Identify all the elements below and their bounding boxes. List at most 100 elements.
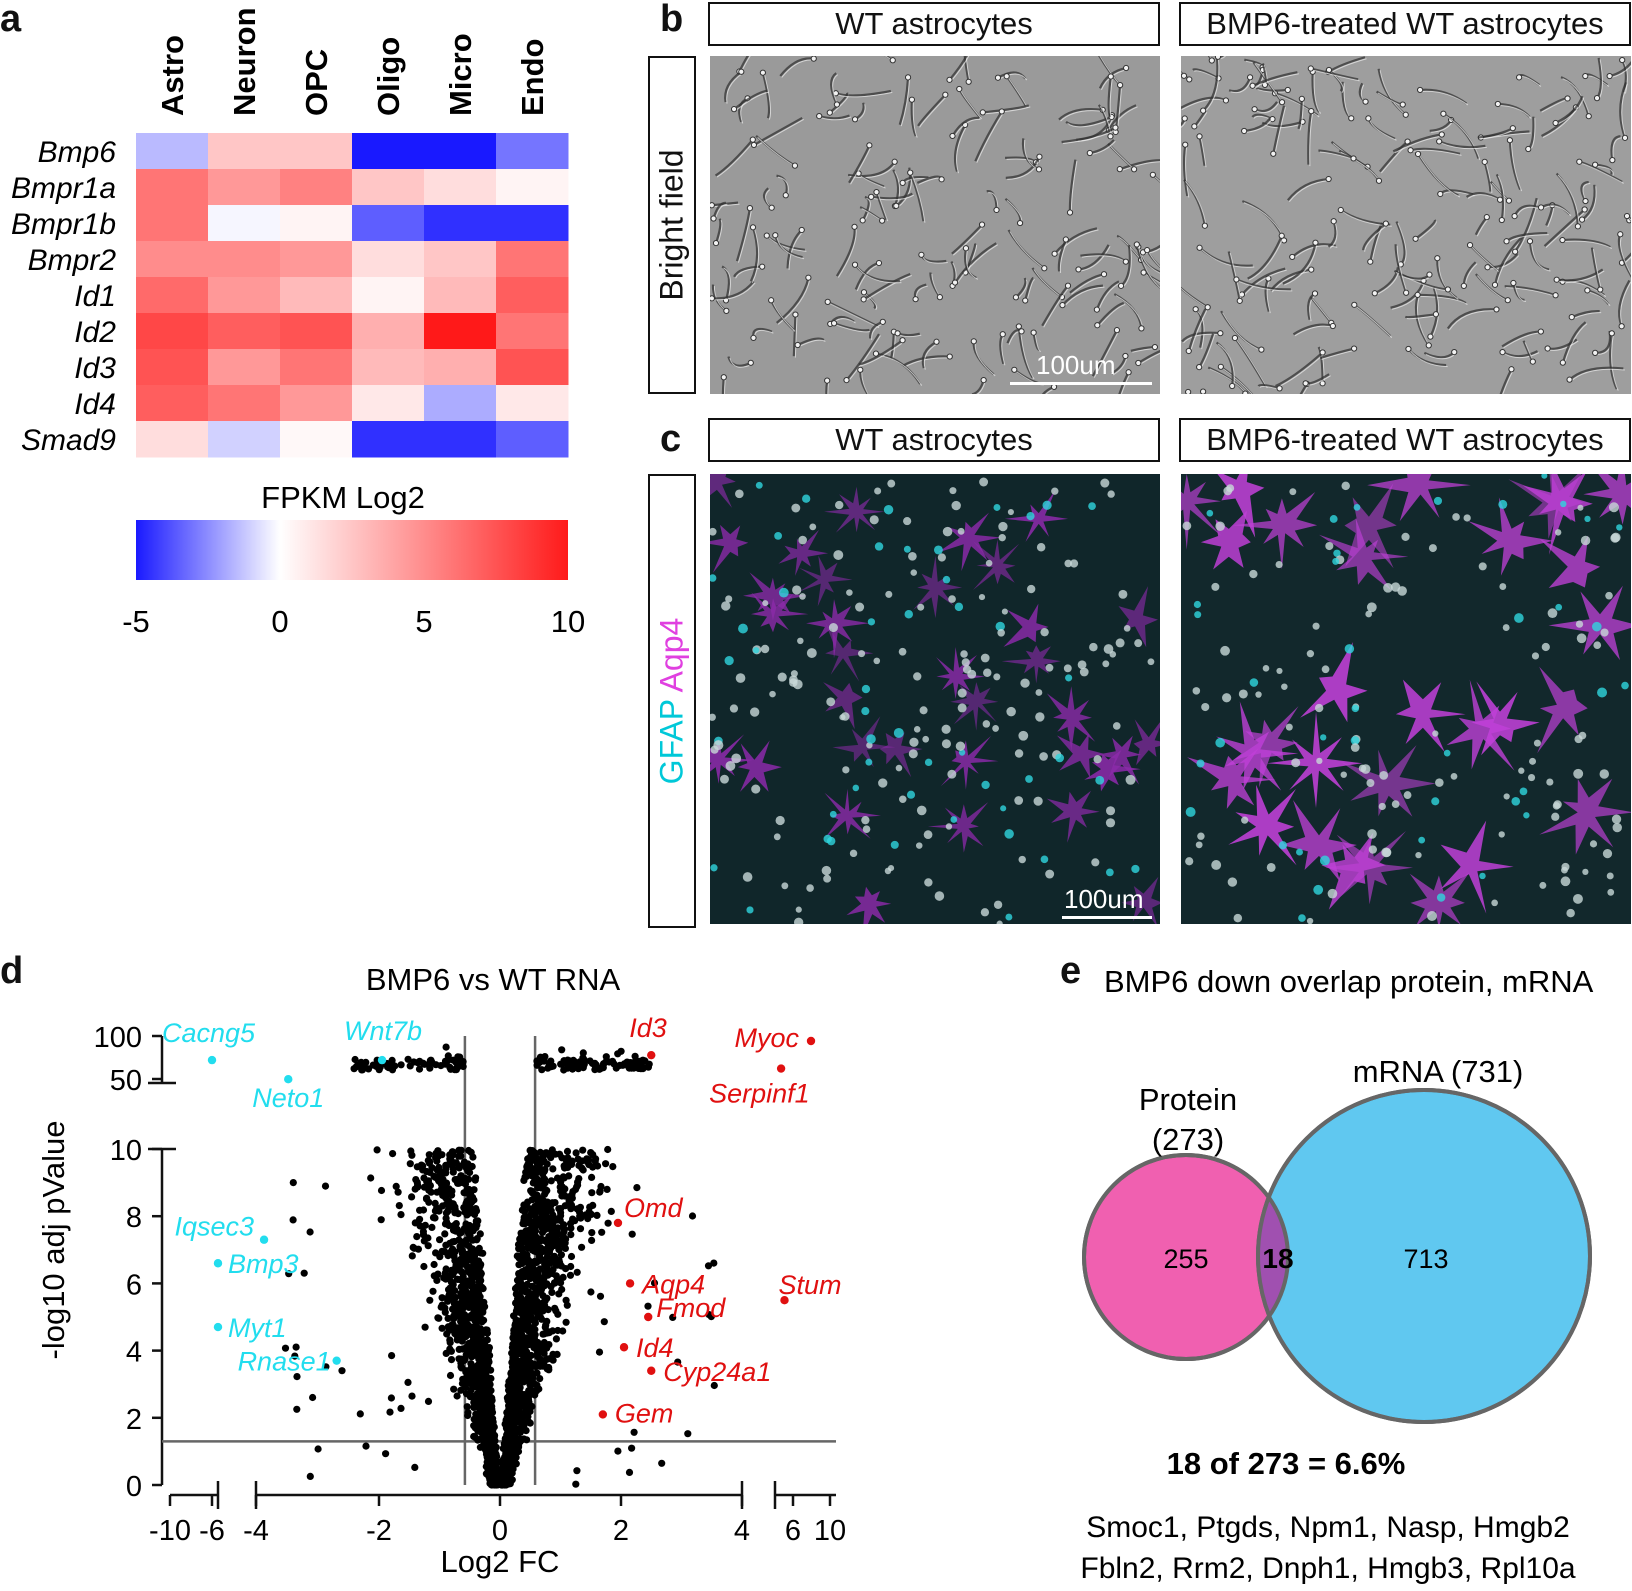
cell-body (1499, 348, 1506, 356)
gene-point (470, 1261, 478, 1269)
gene-point (420, 1183, 428, 1191)
cell-body (1325, 175, 1332, 183)
nucleus (1327, 888, 1338, 899)
gene-point (476, 1394, 484, 1402)
cell-process (738, 56, 750, 72)
gene-point (439, 1303, 447, 1311)
cell-process (892, 169, 900, 207)
nucleus (861, 816, 870, 825)
cell-body (1440, 110, 1447, 117)
nucleus (1555, 603, 1563, 611)
cell-body (747, 359, 754, 366)
cell-process (1005, 156, 1037, 164)
heatmap-row-id2: Id2 (74, 316, 116, 349)
aqp4-cell (972, 539, 1020, 590)
cell-body (1302, 380, 1309, 387)
gene-point (456, 1229, 464, 1237)
aqp4-cell (1232, 706, 1299, 788)
cell-body (998, 108, 1005, 115)
cell-process-halo (726, 72, 744, 104)
nucleus (1306, 917, 1314, 924)
heatmap-row-bmpr2: Bmpr2 (28, 244, 117, 277)
nucleus (710, 527, 717, 536)
nucleus (1266, 863, 1276, 872)
gene-point (425, 1151, 433, 1159)
cell-body (1436, 138, 1443, 145)
nucleus (1403, 791, 1412, 799)
cell-process (1465, 192, 1501, 201)
cell-process-halo (1148, 251, 1160, 268)
aqp4-cell (1281, 800, 1357, 882)
gene-point (508, 1439, 517, 1448)
heatmap-cell (424, 205, 497, 242)
heatmap-cell (136, 241, 209, 278)
cell-body (1444, 286, 1452, 293)
gene-point (573, 1205, 581, 1213)
cell-process-halo (1419, 155, 1461, 198)
nucleus (762, 600, 769, 607)
nucleus (1095, 775, 1105, 785)
gene-point (429, 1214, 438, 1222)
cell-process-halo (1112, 357, 1128, 376)
cell-body (1236, 297, 1243, 304)
gene-point (467, 1277, 475, 1286)
cell-process (871, 192, 913, 200)
cell-process (861, 195, 870, 221)
cell-body (1568, 313, 1575, 321)
heatmap-cell (208, 241, 281, 278)
cell-process-halo (737, 209, 752, 263)
aqp4-cell (879, 732, 923, 778)
nucleus (1000, 805, 1007, 812)
nucleus (735, 673, 746, 683)
cell-process (1423, 351, 1455, 359)
cell-body (750, 141, 758, 149)
nucleus (934, 891, 945, 901)
gene-point (457, 1317, 465, 1325)
gene-point-gem (598, 1410, 608, 1419)
gene-point (560, 1057, 568, 1065)
nucleus (1275, 561, 1283, 569)
gene-point (452, 1220, 460, 1228)
cell-body (866, 142, 873, 149)
cell-process-halo (1200, 248, 1255, 268)
gene-point (558, 1285, 566, 1294)
heatmap-cell (280, 133, 353, 170)
heatmap-row-bmpr1a: Bmpr1a (11, 172, 116, 205)
nucleus (1401, 532, 1410, 542)
gene-point (604, 1219, 612, 1227)
nucleus (998, 534, 1006, 542)
cell-process-halo (1302, 385, 1309, 394)
gene-point (485, 1447, 493, 1455)
gene-point (530, 1272, 538, 1280)
cell-body (1196, 363, 1203, 371)
gene-point (461, 1375, 469, 1384)
cell-process-halo (1195, 112, 1208, 129)
gene-point (633, 1058, 641, 1066)
cell-body (1030, 329, 1037, 336)
nucleus (1435, 778, 1444, 787)
heatmap-cell (352, 133, 425, 170)
cell-body (1504, 297, 1511, 304)
nucleus (1201, 702, 1210, 712)
gfap-label: GFAP (653, 699, 690, 785)
gene-point (321, 1182, 330, 1190)
nucleus (1366, 602, 1377, 613)
gene-point (388, 1352, 396, 1360)
nucleus (738, 623, 748, 634)
nucleus (855, 602, 865, 612)
y-tick-label: 50 (110, 1065, 142, 1097)
cell-body (792, 311, 799, 318)
nucleus (1329, 515, 1338, 523)
cell-body (1348, 115, 1355, 122)
cell-body (1350, 155, 1357, 162)
cell-process-halo (1516, 199, 1539, 254)
cell-process-halo (827, 382, 830, 394)
cell-process-halo (956, 126, 968, 174)
cell-body (720, 374, 727, 381)
cell-body (1130, 166, 1138, 173)
gene-point (389, 1150, 397, 1158)
cell-body (1402, 111, 1409, 118)
cell-process (1202, 56, 1219, 112)
nucleus (735, 489, 744, 499)
gene-point (530, 1360, 538, 1369)
